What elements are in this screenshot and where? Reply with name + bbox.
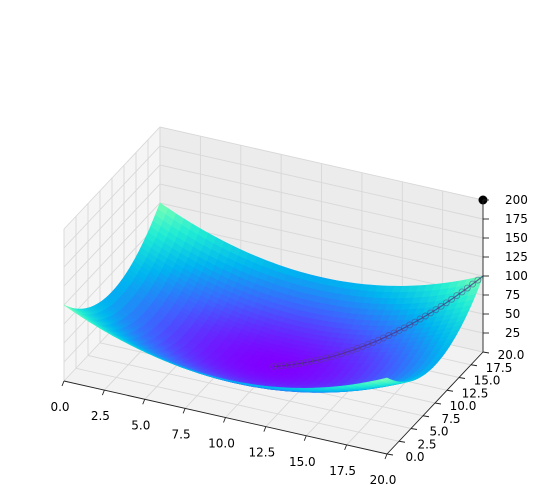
path-line <box>273 275 484 368</box>
path-point <box>469 280 476 288</box>
y-axis-ticks: 0.02.55.07.510.012.515.017.520.0 <box>386 348 525 464</box>
z-tick-label: 175 <box>505 212 528 226</box>
path-point <box>301 359 309 367</box>
path-point <box>338 350 346 358</box>
x-tick-mark <box>223 417 226 423</box>
y-tick-mark <box>434 402 442 405</box>
gridline-z <box>63 145 484 249</box>
x-tick-label: 20.0 <box>370 473 397 485</box>
y-tick-label: 15.0 <box>474 374 501 388</box>
path-point <box>280 362 288 370</box>
x-tick-label: 12.5 <box>249 446 276 460</box>
y-tick-mark <box>422 415 430 418</box>
z-axis-ticks: 25 50 75 100 125 150 175 200 <box>483 193 528 340</box>
x-tick-label: 17.5 <box>329 464 356 478</box>
path-point <box>474 276 482 284</box>
x-tick-mark <box>182 408 186 414</box>
y-tick-label: 12.5 <box>462 386 489 400</box>
path-point <box>296 360 304 367</box>
x-tick-label: 15.0 <box>289 455 316 469</box>
gridline-y <box>87 203 412 429</box>
x-axis-ticks: 0.0 2.5 5.0 7.5 10.0 12.5 15.0 17.5 20.0 <box>50 380 397 485</box>
x-tick-mark <box>303 435 307 441</box>
y-tick-label: 2.5 <box>417 437 436 451</box>
y-tick-label: 0.0 <box>405 450 424 464</box>
path-point <box>432 306 440 314</box>
path-point <box>275 362 283 370</box>
x-tick-mark <box>61 380 65 387</box>
path-point <box>317 355 325 363</box>
z-tick-label: 125 <box>505 250 528 264</box>
path-point <box>306 358 314 366</box>
x-tick-label: 0.0 <box>50 400 69 414</box>
path-point <box>437 302 445 310</box>
z-tick-label: 200 <box>505 193 528 207</box>
x-tick-label: 7.5 <box>172 427 191 441</box>
y-tick-mark <box>482 351 490 354</box>
z-tick-label: 150 <box>505 231 528 245</box>
path-point <box>427 309 435 317</box>
y-tick-label: 20.0 <box>498 348 525 362</box>
y-tick-mark <box>398 440 406 443</box>
x-tick-mark <box>263 426 267 432</box>
path-point <box>463 284 471 292</box>
z-tick-label: 75 <box>505 288 520 302</box>
y-tick-label: 7.5 <box>441 412 460 426</box>
gridline-z <box>63 164 484 268</box>
path-point <box>453 292 461 300</box>
y-tick-label: 17.5 <box>486 361 513 375</box>
gridline-y <box>75 216 400 442</box>
x-tick-mark <box>142 399 146 405</box>
x-tick-mark <box>384 453 388 460</box>
path-point <box>290 360 298 368</box>
z-tick-label: 25 <box>505 326 520 340</box>
x-tick-label: 5.0 <box>131 418 150 432</box>
z-tick-label: 100 <box>505 269 528 283</box>
y-tick-label: 10.0 <box>450 399 477 413</box>
descent-path <box>270 195 488 370</box>
gridline-z <box>63 183 484 287</box>
path-point <box>411 318 419 326</box>
surface-mesh <box>63 202 484 393</box>
path-point <box>322 354 330 362</box>
gridline-z <box>63 126 484 230</box>
x-tick-label: 2.5 <box>91 409 110 423</box>
z-tick-label: 50 <box>505 307 520 321</box>
y-tick-mark <box>410 428 418 430</box>
y-tick-mark <box>470 364 478 367</box>
x-tick-label: 10.0 <box>208 437 235 451</box>
surface-patch <box>377 377 391 382</box>
path-point <box>311 357 319 365</box>
path-point <box>416 315 424 323</box>
y-tick-mark <box>386 453 394 456</box>
x-tick-mark <box>344 444 348 451</box>
y-tick-mark <box>446 389 454 392</box>
path-point <box>327 353 335 361</box>
path-point <box>448 295 456 303</box>
y-tick-label: 5.0 <box>429 425 448 439</box>
x-tick-mark <box>101 389 105 396</box>
path-point <box>442 299 450 307</box>
path-point <box>406 321 414 329</box>
path-point <box>421 312 429 320</box>
y-tick-mark <box>458 377 466 379</box>
path-point <box>285 361 293 369</box>
path-point <box>458 288 466 296</box>
path-point <box>270 363 277 370</box>
